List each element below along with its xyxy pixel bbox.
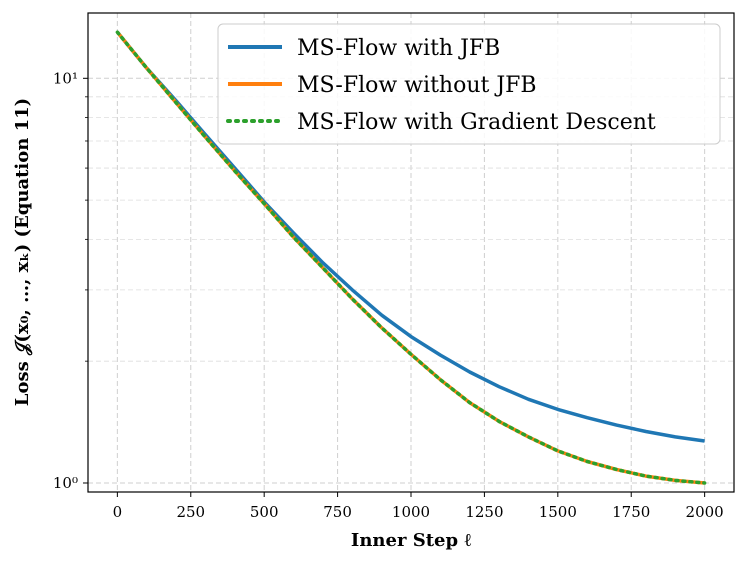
x-tick-label: 750: [323, 503, 352, 521]
x-axis-title: Inner Step ℓ: [351, 530, 471, 551]
y-tick-label: 10¹: [53, 69, 78, 87]
x-tick-label: 1500: [539, 503, 577, 521]
series-lines: [115, 30, 707, 485]
x-tick-label: 0: [113, 503, 123, 521]
y-tick-label: 10⁰: [53, 474, 78, 492]
y-axis-title: Loss 𝒥(x₀, …, xₖ) (Equation 11): [12, 98, 33, 406]
series-line-ms-flow-with-gradient-descent: [115, 30, 707, 485]
legend-label: MS-Flow without JFB: [297, 73, 537, 98]
x-tick-label: 250: [176, 503, 205, 521]
x-tick-label: 2000: [686, 503, 724, 521]
legend-label: MS-Flow with Gradient Descent: [297, 110, 656, 135]
x-tick-label: 1750: [612, 503, 650, 521]
legend-label: MS-Flow with JFB: [297, 36, 500, 61]
legend: MS-Flow with JFB MS-Flow without JFB MS-Fl…: [217, 23, 721, 145]
x-tick-label: 1000: [392, 503, 430, 521]
x-tick-label: 1250: [465, 503, 503, 521]
legend-box: [217, 23, 721, 145]
axis-ticks: 0 250 500 750 1000 1250 1500 1750 2000 10⁰ 10¹: [53, 69, 724, 521]
x-tick-label: 500: [250, 503, 279, 521]
